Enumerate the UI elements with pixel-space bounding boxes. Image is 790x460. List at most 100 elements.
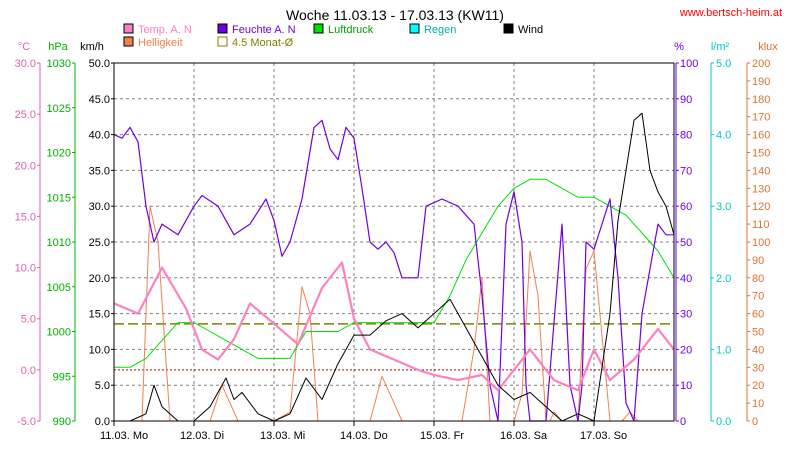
tick-label-light: 100: [752, 237, 770, 249]
tick-label-light: 50: [752, 327, 764, 339]
legend-swatch: [409, 23, 420, 34]
tick-label-rain: 2.0: [716, 273, 731, 285]
tick-label-light: 60: [752, 309, 764, 321]
tick-label-light: 40: [752, 344, 764, 356]
series-line-luftdruck: [114, 178, 675, 368]
tick-label-press: 1030: [47, 58, 71, 70]
tick-label-hum: 30: [680, 309, 692, 321]
legend-label: Luftdruck: [328, 24, 374, 36]
tick-label-wind: 20.0: [89, 273, 110, 285]
tick-label-light: 10: [752, 398, 764, 410]
tick-label-light: 200: [752, 58, 770, 70]
tick-label-wind: 25.0: [89, 237, 110, 249]
tick-label-hum: 10: [680, 380, 692, 392]
legend-swatch: [123, 23, 134, 34]
tick-label-light: 150: [752, 148, 770, 160]
tick-label-light: 170: [752, 112, 770, 124]
tick-label-light: 20: [752, 380, 764, 392]
tick-label-press: 995: [53, 371, 71, 383]
tick-label-wind: 10.0: [89, 344, 110, 356]
chart-title: Woche 11.03.13 - 17.03.13 (KW11): [286, 7, 504, 23]
tick-label-light: 0: [752, 416, 758, 428]
legend-swatch: [217, 23, 228, 34]
x-tick-label: 13.03. Mi: [260, 430, 305, 442]
tick-label-light: 180: [752, 94, 770, 106]
tick-label-press: 1025: [47, 103, 71, 115]
legend-swatch: [123, 36, 134, 47]
tick-label-light: 120: [752, 201, 770, 213]
tick-label-light: 130: [752, 183, 770, 195]
plot-area: [113, 112, 675, 422]
chart-source-url: www.bertsch-heim.at: [679, 7, 782, 19]
legend-swatch: [313, 23, 324, 34]
legend-label: Feuchte A. N: [232, 24, 296, 36]
tick-label-hum: 50: [680, 237, 692, 249]
tick-label-press: 1000: [47, 327, 71, 339]
tick-label-hum: 20: [680, 344, 692, 356]
x-tick-label: 12.03. Di: [180, 430, 224, 442]
tick-label-hum: 60: [680, 201, 692, 213]
tick-label-light: 70: [752, 291, 764, 303]
tick-label-hum: 90: [680, 94, 692, 106]
tick-label-rain: 4.0: [716, 130, 731, 142]
tick-label-light: 30: [752, 362, 764, 374]
tick-label-press: 1010: [47, 237, 71, 249]
legend-label: Wind: [518, 24, 543, 36]
legend-label: 4.5 Monat-Ø: [232, 37, 294, 49]
tick-label-light: 80: [752, 273, 764, 285]
tick-label-wind: 5.0: [95, 380, 110, 392]
legend-swatch: [217, 36, 228, 47]
tick-label-light: 190: [752, 76, 770, 88]
tick-label-rain: 0.0: [716, 416, 731, 428]
tick-label-temp: 0.0: [21, 365, 36, 377]
x-tick-label: 14.03. Do: [340, 430, 388, 442]
x-tick-label: 16.03. Sa: [500, 430, 548, 442]
axis-unit-light: klux: [758, 41, 778, 53]
x-tick-label: 17.03. So: [580, 430, 627, 442]
tick-label-hum: 0: [680, 416, 686, 428]
tick-label-temp: 5.0: [21, 314, 36, 326]
tick-label-hum: 70: [680, 165, 692, 177]
tick-label-temp: 25.0: [15, 109, 36, 121]
tick-label-press: 1005: [47, 282, 71, 294]
axis-unit-wind: km/h: [80, 41, 104, 53]
x-tick-label: 15.03. Fr: [420, 430, 464, 442]
tick-label-temp: 30.0: [15, 58, 36, 70]
tick-label-light: 90: [752, 255, 764, 267]
tick-label-rain: 1.0: [716, 344, 731, 356]
axis-unit-rain: l/m²: [711, 41, 730, 53]
tick-label-wind: 15.0: [89, 309, 110, 321]
tick-label-rain: 5.0: [716, 58, 731, 70]
tick-label-rain: 3.0: [716, 201, 731, 213]
tick-label-light: 110: [752, 219, 770, 231]
axis-unit-hum: %: [674, 41, 684, 53]
tick-label-press: 1020: [47, 148, 71, 160]
left-axes: 30.0 25.0 20.0 15.0 10.0 5.0 0.0 -5.0 1030 1025 10…: [15, 58, 115, 428]
legend-label: Helligkeit: [138, 37, 183, 49]
tick-label-press: 1015: [47, 192, 71, 204]
tick-label-temp: 15.0: [15, 211, 36, 223]
x-axis: 11.03. Mo 12.03. Di 13.03. Mi 14.03. Do 15.0…: [100, 421, 627, 442]
axis-units: °C hPa km/h% l/m² klux: [18, 41, 778, 53]
tick-label-wind: 45.0: [89, 94, 110, 106]
series-line-feuchte: [113, 119, 674, 422]
tick-label-press: 990: [53, 416, 71, 428]
tick-label-hum: 40: [680, 273, 692, 285]
legend-swatch: [503, 23, 514, 34]
tick-label-light: 160: [752, 130, 770, 142]
tick-label-temp: 10.0: [15, 263, 36, 275]
tick-label-wind: 0.0: [95, 416, 110, 428]
tick-label-temp: 20.0: [15, 160, 36, 172]
axis-unit-press: hPa: [48, 41, 68, 53]
tick-label-wind: 40.0: [89, 130, 110, 142]
series-line-temp: [113, 261, 675, 392]
legend-label: Temp. A. N: [138, 24, 192, 36]
axis-unit-temp: °C: [18, 41, 30, 53]
legend-label: Regen: [424, 24, 456, 36]
x-tick-label: 11.03. Mo: [100, 430, 148, 442]
series-line-wind: [114, 112, 675, 422]
tick-label-wind: 50.0: [89, 58, 110, 70]
legend: Temp. A. N Feuchte A. N Luftdruck Regen Wind…: [123, 23, 543, 49]
right-axes: 10090807060504030201005.04.03.02.01.00.0…: [675, 58, 770, 428]
